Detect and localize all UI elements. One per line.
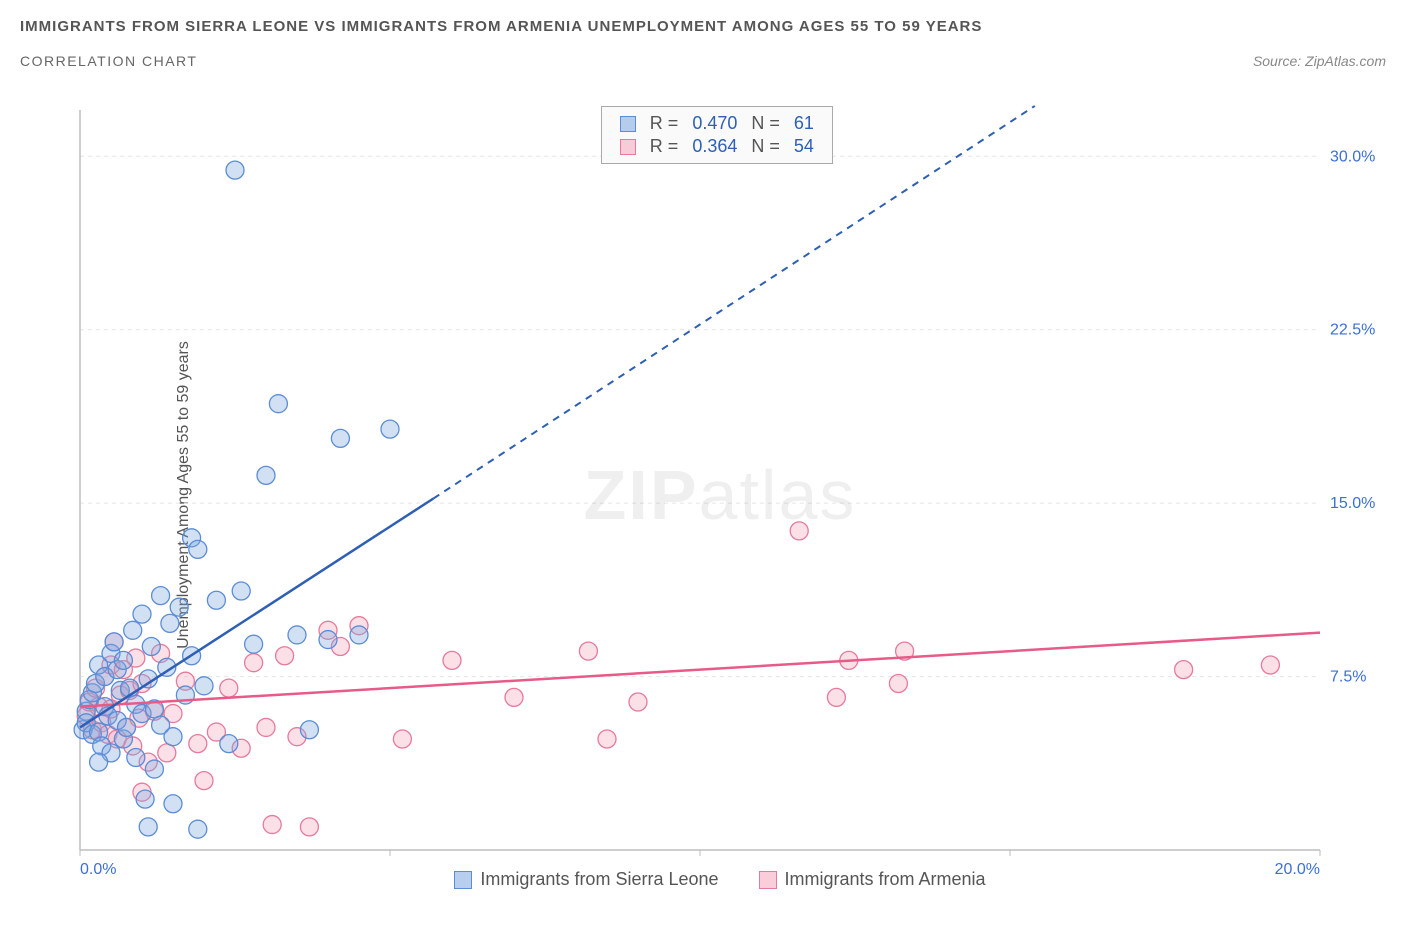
swatch-series-b: [620, 139, 636, 155]
svg-text:30.0%: 30.0%: [1330, 148, 1375, 165]
stat-n-b: 54: [788, 136, 820, 157]
stat-n-label: N =: [745, 113, 786, 134]
legend-item-b: Immigrants from Armenia: [759, 869, 986, 890]
chart-subtitle: CORRELATION CHART: [20, 53, 197, 69]
source-label: Source: ZipAtlas.com: [1253, 53, 1386, 69]
svg-text:15.0%: 15.0%: [1330, 495, 1375, 512]
legend-label-a: Immigrants from Sierra Leone: [480, 869, 718, 890]
swatch-series-a: [620, 116, 636, 132]
svg-text:7.5%: 7.5%: [1330, 669, 1366, 686]
swatch-series-a: [454, 871, 472, 889]
stat-r-a: 0.470: [686, 113, 743, 134]
stat-r-label: R =: [644, 113, 685, 134]
stat-n-label: N =: [745, 136, 786, 157]
stat-r-label: R =: [644, 136, 685, 157]
stats-legend-box: R = 0.470 N = 61 R = 0.364 N = 54: [601, 106, 833, 164]
stat-r-b: 0.364: [686, 136, 743, 157]
bottom-legend: Immigrants from Sierra Leone Immigrants …: [60, 869, 1380, 890]
page-title: IMMIGRANTS FROM SIERRA LEONE VS IMMIGRAN…: [20, 18, 1386, 35]
stat-n-a: 61: [788, 113, 820, 134]
legend-item-a: Immigrants from Sierra Leone: [454, 869, 718, 890]
legend-label-b: Immigrants from Armenia: [785, 869, 986, 890]
svg-text:22.5%: 22.5%: [1330, 322, 1375, 339]
swatch-series-b: [759, 871, 777, 889]
scatter-plot: 7.5%15.0%22.5%30.0%0.0%20.0%: [60, 100, 1380, 890]
